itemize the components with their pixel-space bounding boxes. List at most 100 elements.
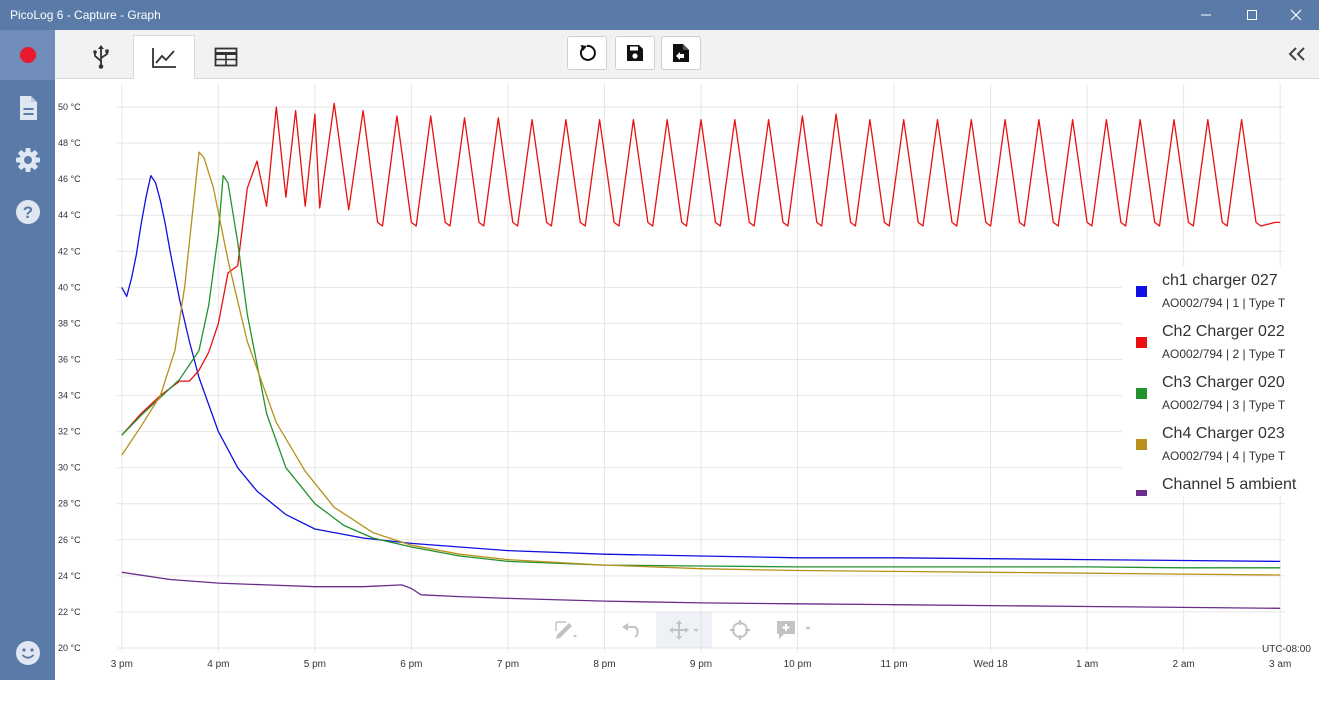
collapse-panel-button[interactable]	[1285, 42, 1309, 66]
maximize-icon	[1247, 10, 1257, 20]
table-icon	[214, 47, 238, 66]
close-button[interactable]	[1273, 0, 1319, 30]
sidebar-item-record[interactable]	[0, 30, 55, 80]
x-tick-label: 11 pm	[881, 659, 908, 670]
x-tick-label: 7 pm	[497, 659, 519, 670]
y-tick-label: 26 °C	[58, 535, 81, 545]
legend-item-ch3[interactable]: Ch3 Charger 020 AO002/794 | 3 | Type T	[1122, 368, 1310, 418]
x-tick-label: 2 am	[1173, 659, 1195, 670]
legend-item-ch4[interactable]: Ch4 Charger 023 AO002/794 | 4 | Type T	[1122, 419, 1310, 469]
legend-swatch	[1136, 337, 1147, 348]
tab-table[interactable]	[196, 35, 256, 78]
legend-swatch	[1136, 286, 1147, 297]
x-tick-label: 5 pm	[304, 659, 326, 670]
minimize-button[interactable]	[1183, 0, 1229, 30]
chart-legend: ch1 charger 027 AO002/794 | 1 | Type T C…	[1122, 266, 1310, 496]
pan-icon	[669, 620, 699, 640]
y-tick-label: 46 °C	[58, 174, 81, 184]
reset-icon	[579, 44, 596, 61]
undo-icon	[622, 623, 639, 638]
y-tick-label: 30 °C	[58, 463, 81, 473]
export-button[interactable]	[661, 36, 701, 70]
double-chevron-left-icon	[1288, 47, 1305, 61]
sidebar-item-file[interactable]	[0, 83, 55, 133]
pan-tool[interactable]	[656, 612, 712, 648]
legend-name: Ch3 Charger 020	[1162, 374, 1285, 391]
x-tick-label: 3 am	[1269, 659, 1291, 670]
add-note-tool[interactable]	[770, 612, 820, 648]
series-line-5[interactable]	[121, 571, 1281, 609]
legend-detail: AO002/794 | 2 | Type T	[1162, 347, 1286, 361]
save-button[interactable]	[615, 36, 655, 70]
x-tick-label: 1 am	[1076, 659, 1098, 670]
x-tick-label: 8 pm	[593, 659, 615, 670]
y-tick-label: 42 °C	[58, 246, 81, 256]
timezone-label: UTC-08:00	[1262, 644, 1311, 655]
record-icon	[19, 47, 36, 63]
y-tick-label: 20 °C	[58, 643, 81, 653]
reset-button[interactable]	[567, 36, 607, 70]
gear-icon	[15, 148, 40, 172]
maximize-button[interactable]	[1229, 0, 1275, 30]
y-tick-label: 48 °C	[58, 138, 81, 148]
annotate-icon	[555, 621, 577, 639]
crosshair-icon	[730, 620, 750, 640]
x-tick-label: 6 pm	[400, 659, 422, 670]
sidebar-item-feedback[interactable]	[0, 628, 55, 678]
toolbar	[55, 30, 1319, 79]
legend-item-ch1[interactable]: ch1 charger 027 AO002/794 | 1 | Type T	[1122, 266, 1310, 316]
legend-swatch	[1136, 439, 1147, 450]
y-tick-label: 32 °C	[58, 427, 81, 437]
help-icon: ?	[15, 200, 40, 224]
save-icon	[627, 45, 643, 61]
x-tick-label: 9 pm	[690, 659, 712, 670]
x-tick-label: Wed 18	[973, 659, 1008, 670]
y-tick-label: 24 °C	[58, 571, 81, 581]
legend-name: Ch2 Charger 022	[1162, 323, 1285, 340]
legend-detail: AO002/794 | 1 | Type T	[1162, 296, 1286, 310]
tab-devices[interactable]	[71, 35, 131, 78]
y-tick-label: 40 °C	[58, 282, 81, 292]
series-line-3[interactable]	[121, 174, 1281, 569]
series-line-2[interactable]	[121, 102, 1281, 436]
y-tick-label: 38 °C	[58, 318, 81, 328]
svg-text:?: ?	[22, 203, 32, 222]
x-tick-label: 3 pm	[111, 659, 133, 670]
legend-name: Channel 5 ambient	[1162, 476, 1297, 493]
undo-tool[interactable]	[612, 612, 652, 648]
document-icon	[19, 96, 37, 120]
legend-swatch	[1136, 490, 1147, 496]
graph-tools	[540, 612, 830, 648]
usb-icon	[93, 44, 109, 69]
legend-item-ch5[interactable]: Channel 5 ambient	[1122, 470, 1310, 496]
window-title: PicoLog 6 - Capture - Graph	[10, 8, 161, 22]
add-note-icon	[777, 621, 811, 639]
close-icon	[1290, 9, 1302, 21]
y-tick-label: 36 °C	[58, 354, 81, 364]
line-chart[interactable]: 20 °C 22 °C 24 °C 26 °C 28 °C 30 °C 32 °C 34 °C…	[55, 79, 1319, 680]
legend-swatch	[1136, 388, 1147, 399]
sidebar-item-settings[interactable]	[0, 135, 55, 185]
tab-graph[interactable]	[133, 35, 195, 79]
x-tick-label: 10 pm	[784, 659, 812, 670]
series-line-4[interactable]	[121, 151, 1281, 576]
graph-area[interactable]: 20 °C 22 °C 24 °C 26 °C 28 °C 30 °C 32 °C 34 °C…	[55, 79, 1319, 680]
export-icon	[673, 44, 689, 62]
y-tick-label: 34 °C	[58, 391, 81, 401]
legend-detail: AO002/794 | 4 | Type T	[1162, 449, 1286, 463]
title-bar: PicoLog 6 - Capture - Graph	[0, 0, 1319, 30]
series-line-1[interactable]	[121, 174, 1281, 563]
line-chart-icon	[152, 47, 176, 68]
crosshair-tool[interactable]	[720, 612, 760, 648]
y-tick-label: 22 °C	[58, 607, 81, 617]
annotate-tool[interactable]	[546, 612, 586, 648]
smiley-icon	[15, 641, 40, 665]
legend-name: ch1 charger 027	[1162, 272, 1278, 289]
minimize-icon	[1201, 14, 1211, 16]
legend-name: Ch4 Charger 023	[1162, 425, 1285, 442]
legend-detail: AO002/794 | 3 | Type T	[1162, 398, 1286, 412]
sidebar-item-help[interactable]: ?	[0, 187, 55, 237]
x-tick-label: 4 pm	[207, 659, 229, 670]
y-tick-label: 28 °C	[58, 499, 81, 509]
legend-item-ch2[interactable]: Ch2 Charger 022 AO002/794 | 2 | Type T	[1122, 317, 1310, 367]
